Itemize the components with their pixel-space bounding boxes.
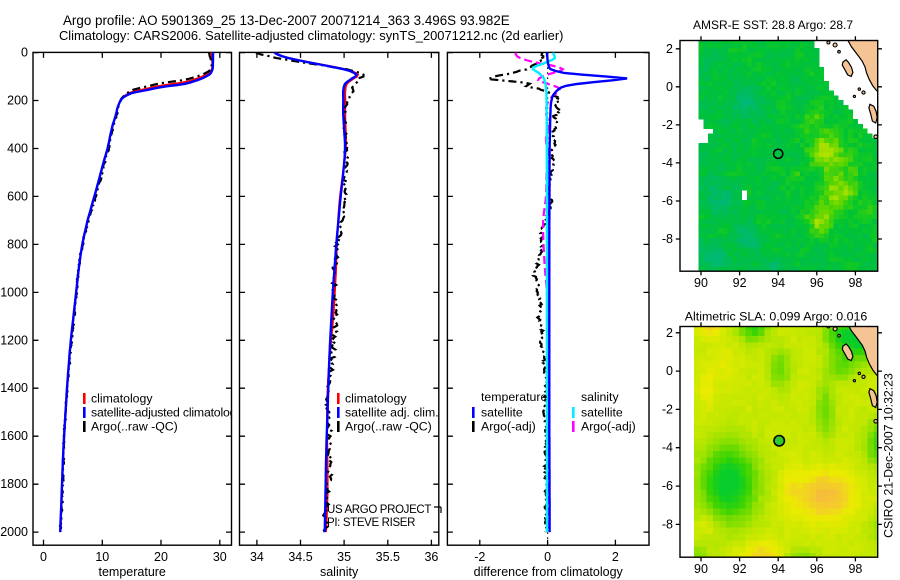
svg-text:94: 94 — [771, 562, 785, 576]
svg-text:satellite adj. clim.: satellite adj. clim. — [345, 406, 439, 420]
svg-text:35.5: 35.5 — [376, 550, 400, 564]
svg-text:0: 0 — [544, 550, 551, 564]
svg-text:Climatology: CARS2006. Satelli: Climatology: CARS2006. Satellite-adjuste… — [59, 28, 563, 43]
svg-text:98: 98 — [848, 562, 862, 576]
svg-text:0: 0 — [666, 80, 673, 94]
svg-text:-4: -4 — [662, 441, 673, 455]
svg-text:-6: -6 — [662, 194, 673, 208]
svg-text:94: 94 — [771, 276, 785, 290]
svg-text:Argo(-adj): Argo(-adj) — [481, 420, 536, 434]
svg-text:34.5: 34.5 — [288, 550, 312, 564]
svg-text:0: 0 — [40, 550, 47, 564]
svg-text:-8: -8 — [662, 517, 673, 531]
svg-text:temperature: temperature — [481, 390, 547, 404]
svg-text:20: 20 — [154, 550, 168, 564]
svg-text:difference from climatology: difference from climatology — [474, 565, 624, 579]
svg-text:AMSR-E SST: 28.8 Argo: 28.7: AMSR-E SST: 28.8 Argo: 28.7 — [693, 18, 853, 32]
svg-text:90: 90 — [694, 562, 708, 576]
svg-text:36: 36 — [424, 550, 438, 564]
svg-text:1200: 1200 — [0, 333, 28, 347]
svg-text:1800: 1800 — [0, 477, 28, 491]
svg-text:2: 2 — [612, 550, 619, 564]
svg-text:-2: -2 — [662, 402, 673, 416]
svg-text:satellite-adjusted climatolog: satellite-adjusted climatolog — [91, 406, 237, 420]
svg-text:US ARGO PROJECT: US ARGO PROJECT — [327, 504, 431, 516]
svg-text:0: 0 — [21, 46, 28, 60]
svg-text:92: 92 — [733, 562, 747, 576]
svg-text:1600: 1600 — [0, 429, 28, 443]
svg-text:satellite: satellite — [481, 406, 523, 420]
svg-text:-2: -2 — [662, 118, 673, 132]
svg-text:96: 96 — [810, 562, 824, 576]
svg-text:200: 200 — [7, 94, 28, 108]
svg-text:salinity: salinity — [581, 390, 619, 404]
svg-text:1000: 1000 — [0, 285, 28, 299]
svg-text:600: 600 — [7, 189, 28, 203]
svg-text:400: 400 — [7, 142, 28, 156]
svg-text:800: 800 — [7, 237, 28, 251]
svg-text:2000: 2000 — [0, 525, 28, 539]
svg-text:35: 35 — [337, 550, 351, 564]
svg-text:satellite: satellite — [581, 406, 623, 420]
svg-text:10: 10 — [95, 550, 109, 564]
svg-text:90: 90 — [694, 276, 708, 290]
svg-text:2: 2 — [666, 326, 673, 340]
svg-text:-8: -8 — [662, 232, 673, 246]
svg-text:30: 30 — [213, 550, 227, 564]
svg-text:Altimetric SLA: 0.099 Argo: 0.: Altimetric SLA: 0.099 Argo: 0.016 — [685, 310, 868, 324]
svg-text:-4: -4 — [662, 156, 673, 170]
svg-text:CSIRO 21-Dec-2007 10:32:23: CSIRO 21-Dec-2007 10:32:23 — [882, 373, 896, 538]
svg-text:PI: STEVE RISER: PI: STEVE RISER — [327, 517, 415, 529]
svg-text:climatology: climatology — [91, 392, 153, 406]
svg-text:Argo(..raw -QC): Argo(..raw -QC) — [91, 420, 178, 434]
svg-text:climatology: climatology — [345, 392, 407, 406]
svg-text:Argo(-adj): Argo(-adj) — [581, 420, 636, 434]
svg-text:92: 92 — [733, 276, 747, 290]
svg-text:temperature: temperature — [98, 565, 165, 579]
svg-text:96: 96 — [810, 276, 824, 290]
svg-text:salinity: salinity — [320, 565, 359, 579]
svg-text:1400: 1400 — [0, 381, 28, 395]
svg-text:-6: -6 — [662, 479, 673, 493]
svg-text:0: 0 — [666, 364, 673, 378]
svg-text:98: 98 — [848, 276, 862, 290]
svg-text:Argo profile: AO 5901369_25 13: Argo profile: AO 5901369_25 13-Dec-2007 … — [63, 13, 510, 28]
svg-text:2: 2 — [666, 42, 673, 56]
svg-text:Argo(..raw -QC): Argo(..raw -QC) — [345, 420, 432, 434]
svg-text:-2: -2 — [474, 550, 485, 564]
svg-text:34: 34 — [250, 550, 264, 564]
